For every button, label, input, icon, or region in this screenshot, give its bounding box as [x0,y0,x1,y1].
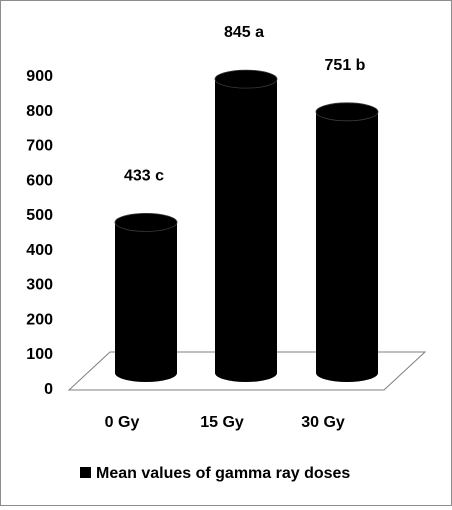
y-tick-label: 900 [26,68,53,85]
bar-0-gy [114,213,178,382]
y-tick-label: 600 [26,172,53,189]
x-tick-label: 0 Gy [105,414,140,431]
legend: Mean values of gamma ray doses [80,465,350,482]
y-tick-label: 200 [26,311,53,328]
legend-swatch [80,467,91,478]
data-label: 845 a [224,24,264,41]
legend-label: Mean values of gamma ray doses [96,465,350,482]
y-tick-label: 300 [26,277,53,294]
data-label: 433 c [124,167,164,184]
y-tick-label: 700 [26,138,53,155]
y-tick-label: 400 [26,242,53,259]
y-tick-label: 0 [44,381,53,398]
bar-body [115,222,177,382]
x-tick-label: 15 Gy [200,414,244,431]
bar-cap [114,213,178,232]
y-tick-label: 800 [26,103,53,120]
x-tick-label: 30 Gy [301,414,345,431]
bar-cap [315,102,379,122]
y-tick-label: 500 [26,207,53,224]
bar-body [316,111,378,383]
bar-15-gy [214,69,278,382]
bar-30-gy [315,102,379,383]
y-tick-label: 100 [26,346,53,363]
data-label: 751 b [325,57,366,74]
bar-body [215,79,277,382]
bar-cap [214,69,278,89]
